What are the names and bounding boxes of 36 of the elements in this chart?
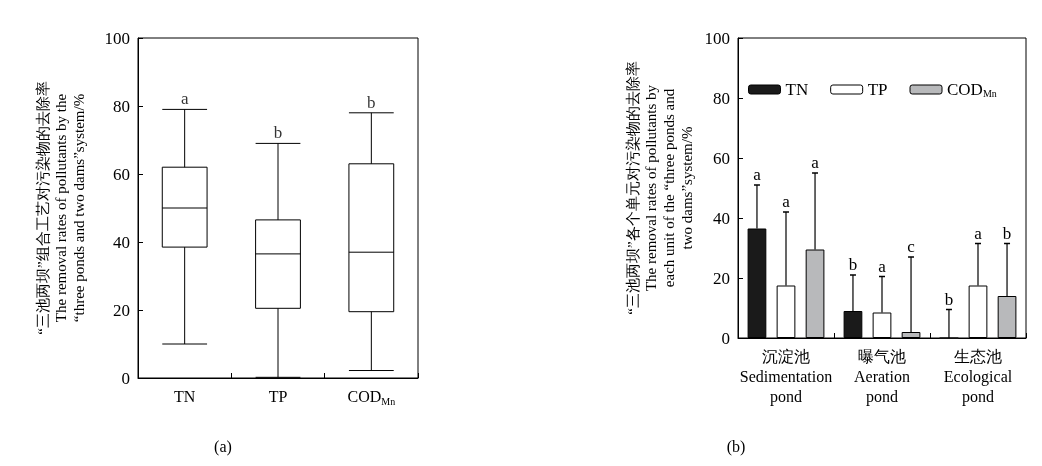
x-tick-label: TP: [268, 387, 288, 405]
legend-label: TP: [867, 80, 888, 99]
annotation: a: [878, 256, 887, 276]
y-tick-label: 80: [113, 96, 130, 116]
x-tick-label: 生态池 Ecological pond: [943, 347, 1013, 406]
x-tick-label: TN: [174, 387, 196, 405]
y-tick-label: 100: [104, 28, 130, 48]
y-tick-label: 0: [721, 328, 730, 348]
y-tick-label: 60: [713, 148, 730, 168]
text: (b): [726, 437, 746, 456]
annotation: b: [367, 92, 376, 112]
annotation: a: [753, 165, 762, 184]
annotation: b: [944, 289, 954, 309]
annotation: a: [782, 192, 791, 211]
y-tick-label: 20: [713, 268, 730, 288]
y-tick-label: 40: [713, 208, 730, 228]
y-tick-label: 60: [113, 164, 130, 184]
x-tick-label: 曝气池 Aeration pond: [854, 347, 910, 406]
y-tick-label: 0: [121, 368, 130, 388]
annotation: a: [974, 223, 983, 243]
legend-label: CODMn: [947, 80, 997, 99]
annotation: c: [907, 237, 916, 256]
annotation: a: [180, 89, 189, 109]
legend-label: TN: [785, 80, 809, 99]
annotation: b: [273, 123, 283, 143]
y-tick-label: 100: [704, 28, 730, 48]
y-axis-title: “三池两坝”各个单元对污染物的去除率 The removal rates of pollutants by each unit of the “three ponds and two dams”system/%: [625, 61, 695, 315]
y-tick-label: 80: [713, 88, 730, 108]
y-axis-title: “三池两坝”组合工艺对污染物的去除率 The removal rates of pollutants by the “three ponds and two dams”system/%: [35, 81, 87, 335]
y-tick-label: 40: [113, 232, 130, 252]
x-tick-label: 沉淀池 Sedimentation pond: [739, 347, 833, 406]
y-tick-label: 20: [113, 300, 130, 320]
text: (a): [214, 437, 232, 456]
annotation: b: [1002, 223, 1012, 243]
annotation: b: [848, 255, 858, 274]
annotation: a: [811, 153, 820, 172]
